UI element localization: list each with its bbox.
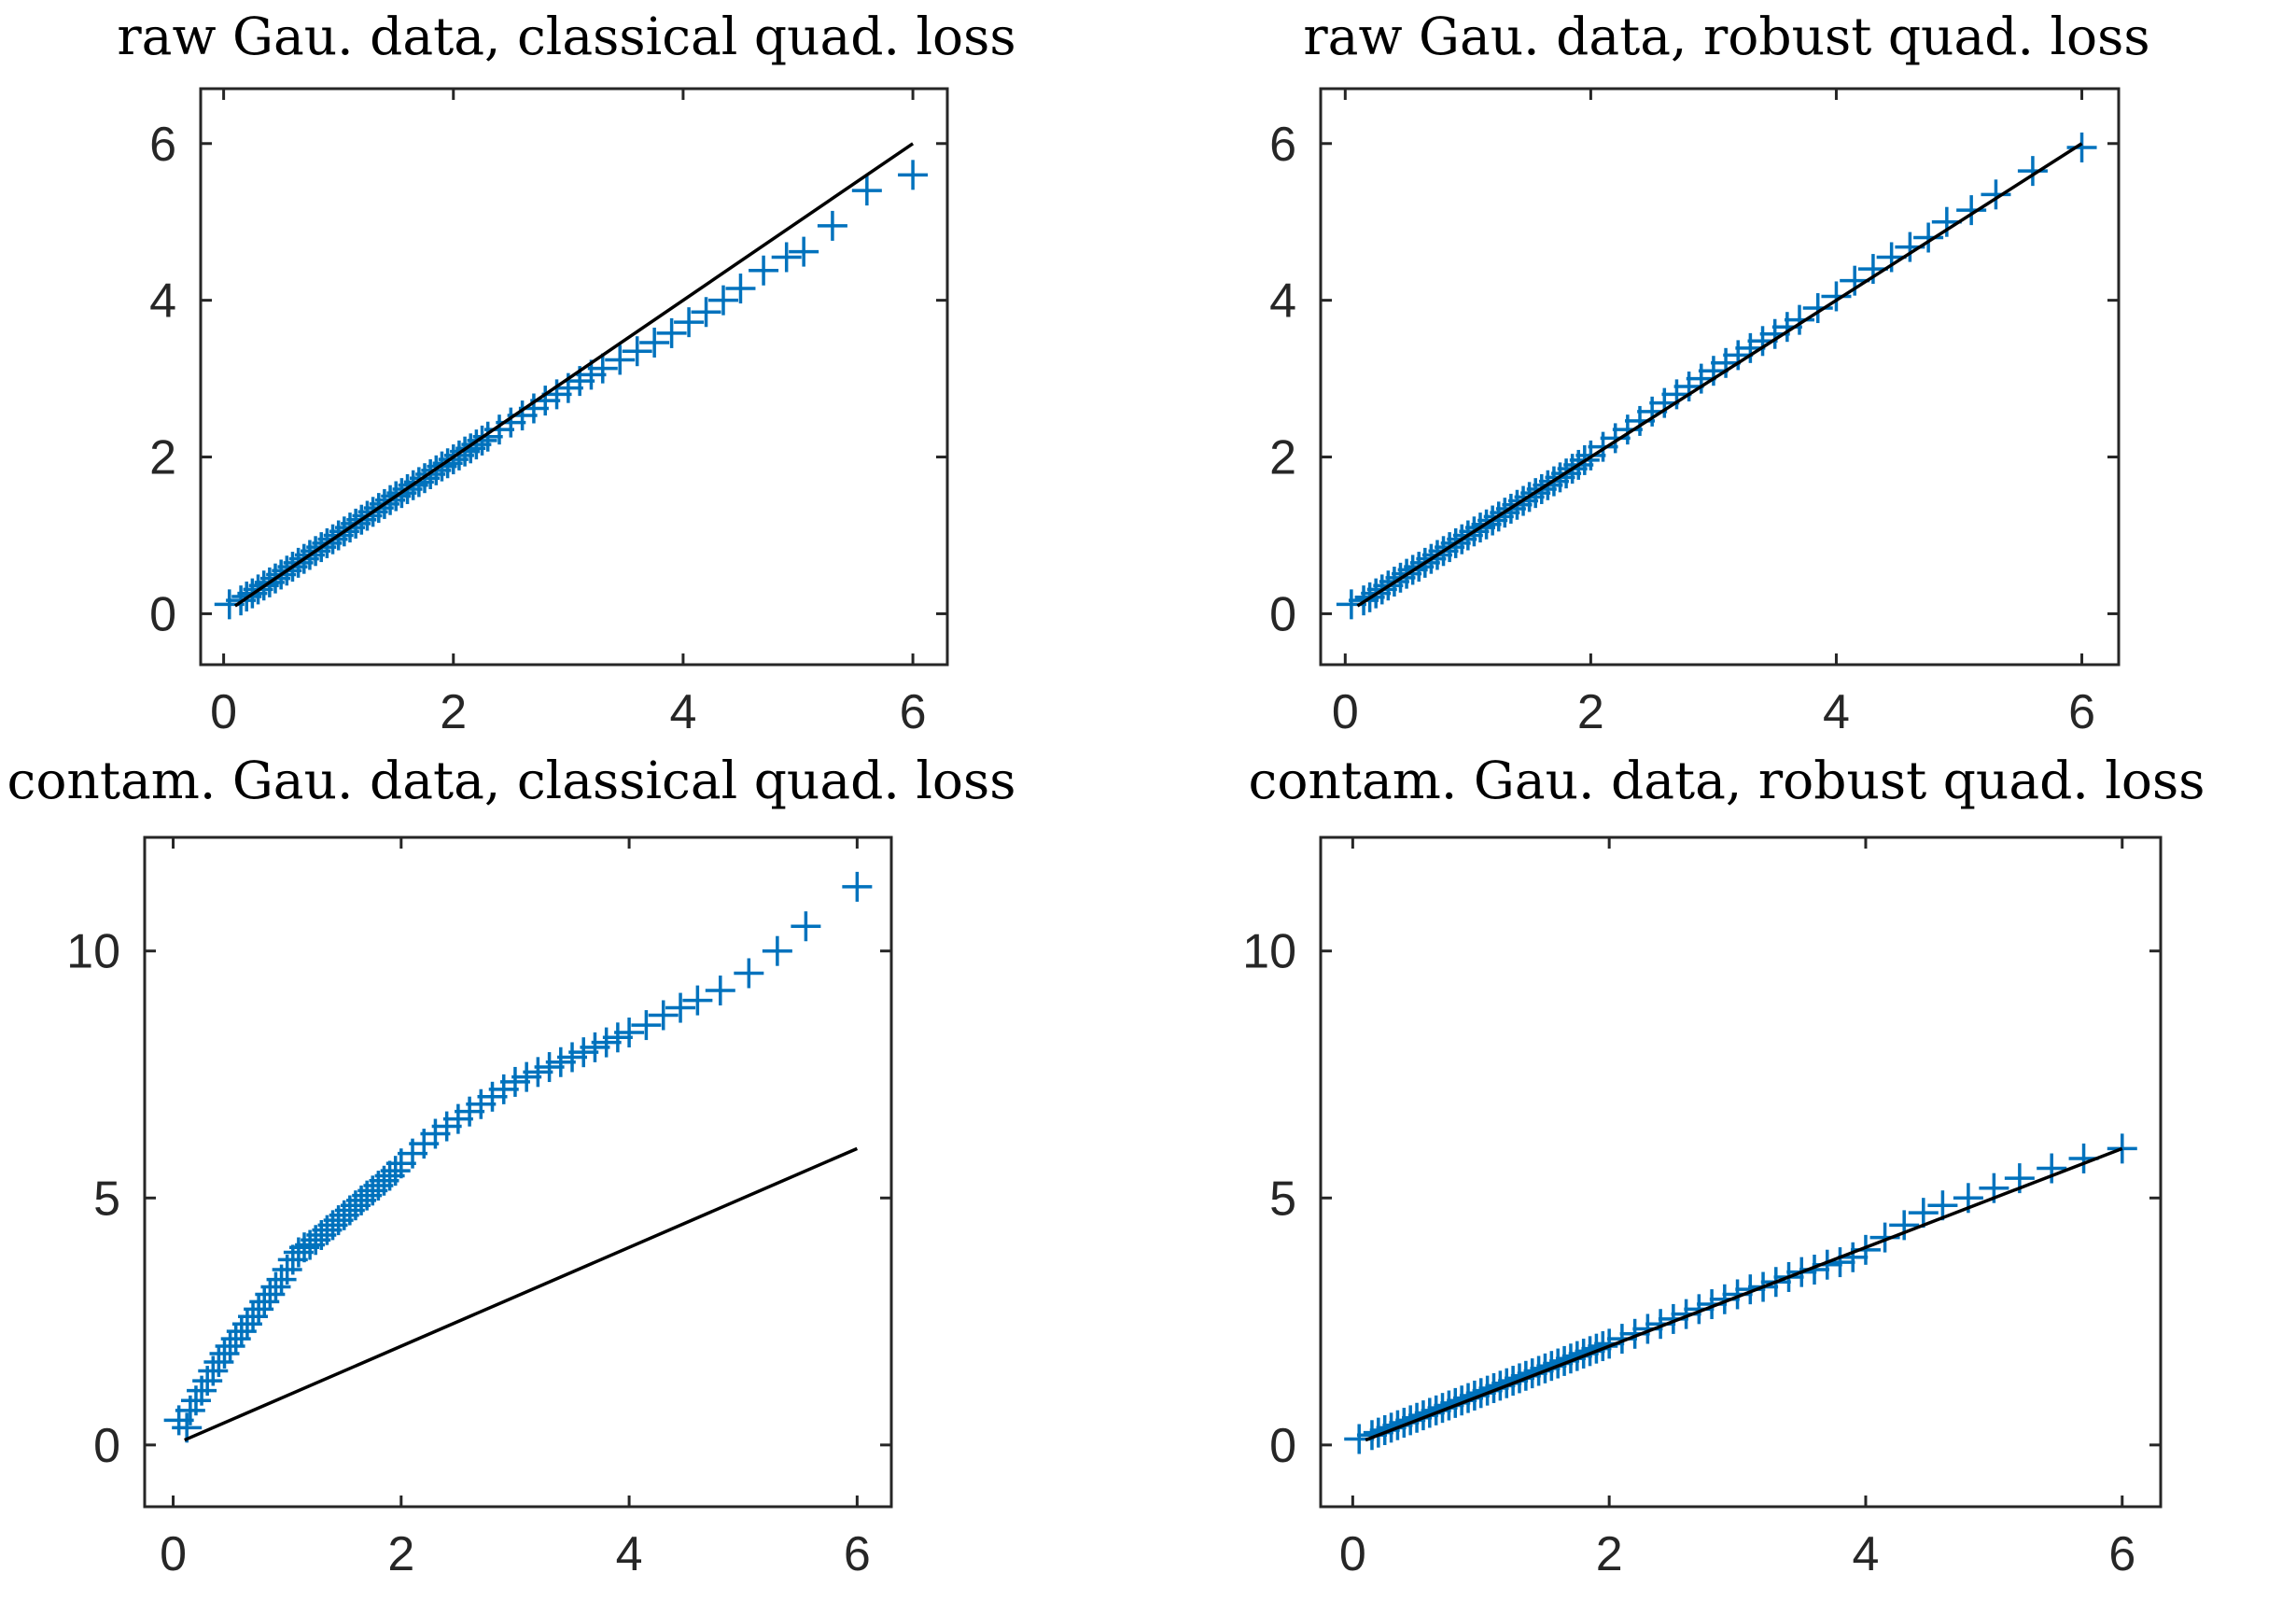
data-point-plus-marker — [1981, 179, 2011, 210]
reference-line — [233, 142, 915, 608]
y-tick-label: 6 — [1269, 118, 1296, 172]
data-point-plus-marker — [467, 425, 497, 456]
y-tick-label: 2 — [1269, 431, 1296, 485]
data-point-plus-marker — [708, 285, 738, 316]
data-point-plus-marker — [789, 236, 819, 267]
y-tick-label: 10 — [1242, 925, 1296, 979]
x-tick-label: 4 — [669, 685, 696, 739]
x-tick-label: 2 — [440, 685, 467, 739]
data-point-plus-marker — [622, 336, 652, 367]
panel-contam-classical: contam. Gau. data, classical quad. loss … — [7, 751, 1016, 1581]
y-tick-label: 5 — [1269, 1172, 1296, 1226]
reference-line — [1365, 1146, 2123, 1442]
panel-title: contam. Gau. data, robust quad. loss — [1249, 751, 2205, 810]
y-tick-label: 4 — [149, 274, 176, 329]
x-tick-label: 4 — [1823, 685, 1850, 739]
data-point-plus-marker — [1785, 304, 1814, 335]
y-tick-label: 0 — [149, 587, 176, 641]
data-point-plus-marker — [605, 344, 636, 375]
data-point-plus-marker — [898, 160, 929, 190]
data-point-plus-marker — [2017, 156, 2048, 187]
data-point-plus-marker — [260, 1271, 291, 1302]
data-point-plus-marker — [639, 327, 670, 358]
data-point-plus-marker — [817, 210, 847, 241]
panel-raw-robust: raw Gau. data, robust quad. loss 0 2 4 6 0 2 4… — [1269, 7, 2150, 739]
data-point-plus-marker — [1927, 1190, 1958, 1221]
data-point-plus-marker — [614, 1018, 645, 1048]
data-point-plus-marker — [725, 274, 756, 304]
data-point-plus-marker — [682, 985, 713, 1016]
data-point-plus-marker — [656, 317, 687, 348]
panel-title: raw Gau. data, classical quad. loss — [117, 7, 1015, 66]
y-tick-label: 10 — [66, 925, 120, 979]
data-point-plus-marker — [631, 1010, 662, 1041]
x-tick-label: 2 — [1596, 1527, 1623, 1581]
y-tick-label: 2 — [149, 431, 176, 485]
data-point-plus-marker — [1889, 1210, 1920, 1241]
data-point-plus-marker — [2037, 1153, 2067, 1184]
data-point-plus-marker — [791, 911, 821, 942]
axes-box — [1319, 836, 2163, 1509]
y-tick-label: 5 — [93, 1172, 120, 1226]
data-point-plus-marker — [1956, 195, 1987, 226]
data-point-plus-marker — [705, 976, 735, 1006]
reference-line — [1356, 142, 2083, 608]
x-tick-label: 6 — [844, 1527, 871, 1581]
x-tick-label: 4 — [1853, 1527, 1880, 1581]
data-point-plus-marker — [1802, 293, 1833, 324]
x-tick-label: 2 — [387, 1527, 414, 1581]
y-tick-label: 4 — [1269, 274, 1296, 329]
y-tick-label: 0 — [1269, 1419, 1296, 1473]
reference-line — [184, 1146, 859, 1442]
y-tick-label: 0 — [93, 1419, 120, 1473]
data-point-plus-marker — [587, 353, 618, 384]
data-point-plus-marker — [771, 242, 802, 273]
data-point-plus-marker — [842, 871, 873, 902]
data-point-plus-marker — [665, 992, 696, 1023]
x-tick-label: 0 — [1339, 1527, 1366, 1581]
data-point-plus-marker — [762, 935, 792, 966]
x-tick-label: 4 — [616, 1527, 643, 1581]
data-point-plus-marker — [2066, 132, 2097, 162]
axes-box — [1319, 87, 2121, 667]
data-point-plus-marker — [1821, 281, 1852, 312]
y-tick-label: 0 — [1269, 587, 1296, 641]
data-point-plus-marker — [1908, 1198, 1939, 1229]
data-point-plus-marker — [674, 307, 705, 338]
x-tick-label: 6 — [2108, 1527, 2135, 1581]
data-point-plus-marker — [691, 297, 721, 328]
panel-raw-classical: raw Gau. data, classical quad. loss 0 2 4 6… — [117, 7, 1015, 739]
panel-title: raw Gau. data, robust quad. loss — [1303, 7, 2149, 66]
x-tick-label: 0 — [160, 1527, 187, 1581]
y-tick-label: 6 — [149, 118, 176, 172]
x-tick-label: 2 — [1577, 685, 1604, 739]
x-tick-label: 6 — [900, 685, 927, 739]
x-tick-label: 6 — [2068, 685, 2095, 739]
data-point-plus-marker — [734, 958, 764, 989]
data-point-plus-marker — [749, 255, 779, 286]
panel-title: contam. Gau. data, classical quad. loss — [7, 751, 1016, 810]
panel-contam-robust: contam. Gau. data, robust quad. loss 0 2 4… — [1242, 751, 2205, 1581]
data-point-plus-marker — [380, 1156, 411, 1187]
axes-box — [143, 836, 893, 1509]
axes-box — [199, 87, 949, 667]
data-point-plus-marker — [851, 176, 882, 206]
x-tick-label: 0 — [1332, 685, 1359, 739]
x-tick-label: 0 — [210, 685, 237, 739]
data-point-plus-marker — [1913, 222, 1944, 253]
data-point-plus-marker — [648, 1000, 679, 1031]
